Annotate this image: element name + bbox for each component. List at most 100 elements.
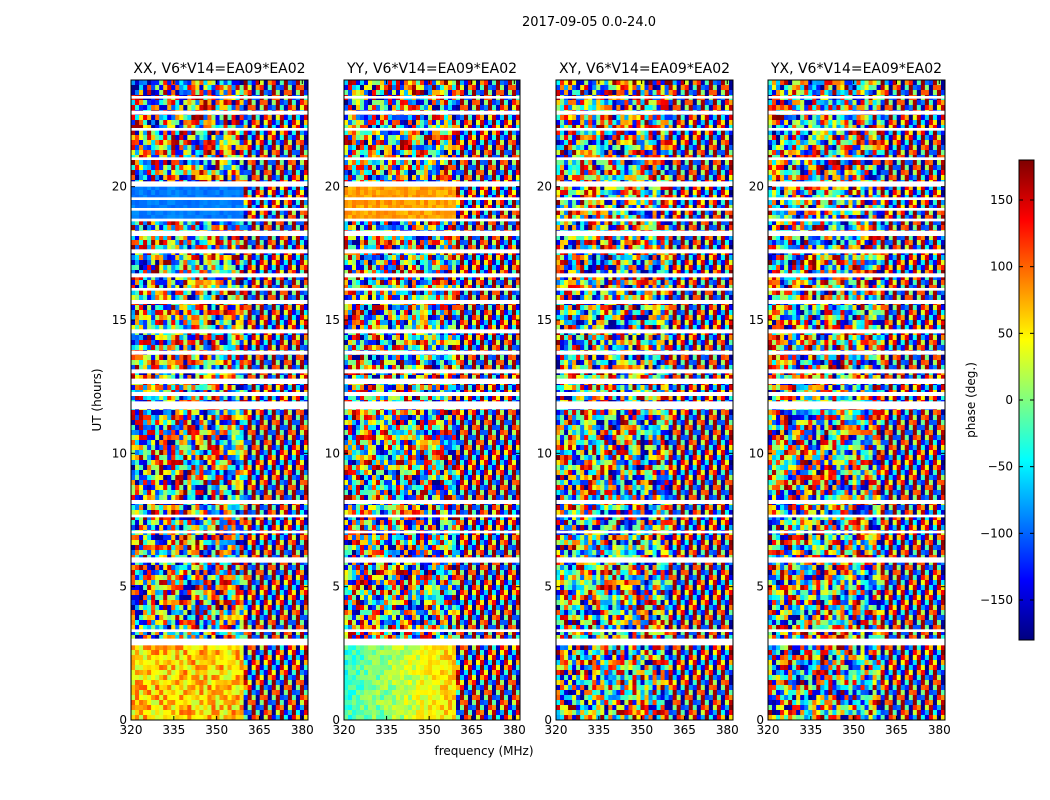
heatmap-cell [283, 170, 289, 176]
heatmap-cell [195, 430, 200, 436]
heatmap-cell [143, 550, 148, 556]
heatmap-cell [131, 490, 136, 496]
heatmap-cell [287, 455, 293, 461]
heatmap-cell [159, 140, 164, 146]
heatmap-cell [279, 220, 285, 226]
heatmap-cell [147, 410, 152, 416]
heatmap-cell [223, 585, 228, 591]
heatmap-cell [255, 235, 261, 241]
heatmap-cell [235, 510, 241, 516]
heatmap-cell [191, 415, 196, 421]
heatmap-cell [155, 520, 160, 526]
heatmap-cell [267, 575, 273, 581]
heatmap-cell [219, 100, 224, 106]
heatmap-cell [291, 200, 297, 206]
heatmap-cell [171, 630, 176, 636]
heatmap-cell [231, 335, 236, 341]
heatmap-cell [131, 440, 136, 446]
heatmap-cell [183, 245, 188, 251]
heatmap-cell [167, 505, 172, 511]
heatmap-cell [255, 220, 261, 226]
heatmap-cell [219, 635, 224, 641]
heatmap-cell [155, 215, 160, 221]
heatmap-cell [259, 130, 265, 136]
heatmap-cell [303, 135, 308, 141]
heatmap-cell [299, 150, 305, 156]
heatmap-cell [267, 415, 273, 421]
heatmap-cell [143, 365, 148, 371]
heatmap-cell [255, 355, 261, 361]
heatmap-cell [271, 445, 277, 451]
heatmap-cell [279, 165, 285, 171]
heatmap-cell [215, 560, 220, 566]
heatmap-cell [279, 420, 285, 426]
heatmap-cell [215, 440, 220, 446]
heatmap-cell [163, 420, 168, 426]
heatmap-cell [267, 540, 273, 546]
heatmap-cell [247, 590, 253, 596]
heatmap-cell [187, 450, 192, 456]
heatmap-cell [271, 235, 277, 241]
heatmap-cell [255, 285, 261, 291]
heatmap-cell [251, 600, 257, 606]
heatmap-cell [163, 525, 168, 531]
heatmap-cell [287, 165, 293, 171]
heatmap-cell [267, 200, 273, 206]
heatmap-cell [175, 425, 180, 431]
heatmap-cell [303, 415, 308, 421]
heatmap-cell [215, 535, 220, 541]
heatmap-cell [255, 170, 261, 176]
heatmap-cell [243, 610, 249, 616]
heatmap-cell [155, 135, 160, 141]
heatmap-cell [183, 445, 188, 451]
heatmap-cell [299, 385, 305, 391]
heatmap-cell [275, 200, 281, 206]
heatmap-cell [175, 410, 180, 416]
heatmap-cell [195, 645, 200, 651]
heatmap-cell [147, 430, 152, 436]
heatmap-cell [251, 345, 257, 351]
heatmap-cell [239, 310, 245, 316]
heatmap-cell [243, 450, 249, 456]
heatmap-cell [243, 385, 249, 391]
heatmap-cell [303, 440, 308, 446]
heatmap-cell [279, 185, 285, 191]
heatmap-cell [167, 130, 172, 136]
heatmap-cell [299, 525, 305, 531]
heatmap-cell [191, 340, 196, 346]
heatmap-cell [271, 290, 277, 296]
heatmap-cell [287, 630, 293, 636]
heatmap-cell [235, 145, 241, 151]
heatmap-cell [159, 190, 164, 196]
heatmap-cell [147, 455, 152, 461]
heatmap-cell [171, 270, 176, 276]
heatmap-cell [247, 365, 253, 371]
heatmap-cell [191, 120, 196, 126]
heatmap-cell [163, 150, 168, 156]
heatmap-cell [227, 440, 232, 446]
heatmap-cell [179, 245, 184, 251]
heatmap-cell [219, 535, 224, 541]
heatmap-cell [283, 90, 289, 96]
heatmap-cell [255, 200, 261, 206]
heatmap-cell [251, 495, 257, 501]
heatmap-cell [295, 550, 301, 556]
heatmap-cell [151, 115, 156, 121]
heatmap-cell [195, 125, 200, 131]
heatmap-cell [135, 480, 140, 486]
heatmap-cell [239, 200, 245, 206]
heatmap-cell [203, 280, 208, 286]
heatmap-cell [231, 540, 236, 546]
heatmap-cell [131, 160, 136, 166]
heatmap-cell [227, 260, 232, 266]
heatmap-cell [287, 420, 293, 426]
heatmap-cell [259, 465, 265, 471]
heatmap-cell [171, 90, 176, 96]
heatmap-cell [151, 450, 156, 456]
heatmap-cell [179, 130, 184, 136]
heatmap-cell [263, 345, 269, 351]
heatmap-cell [159, 455, 164, 461]
heatmap-cell [231, 240, 236, 246]
heatmap-cell [287, 465, 293, 471]
heatmap-cell [271, 215, 277, 221]
